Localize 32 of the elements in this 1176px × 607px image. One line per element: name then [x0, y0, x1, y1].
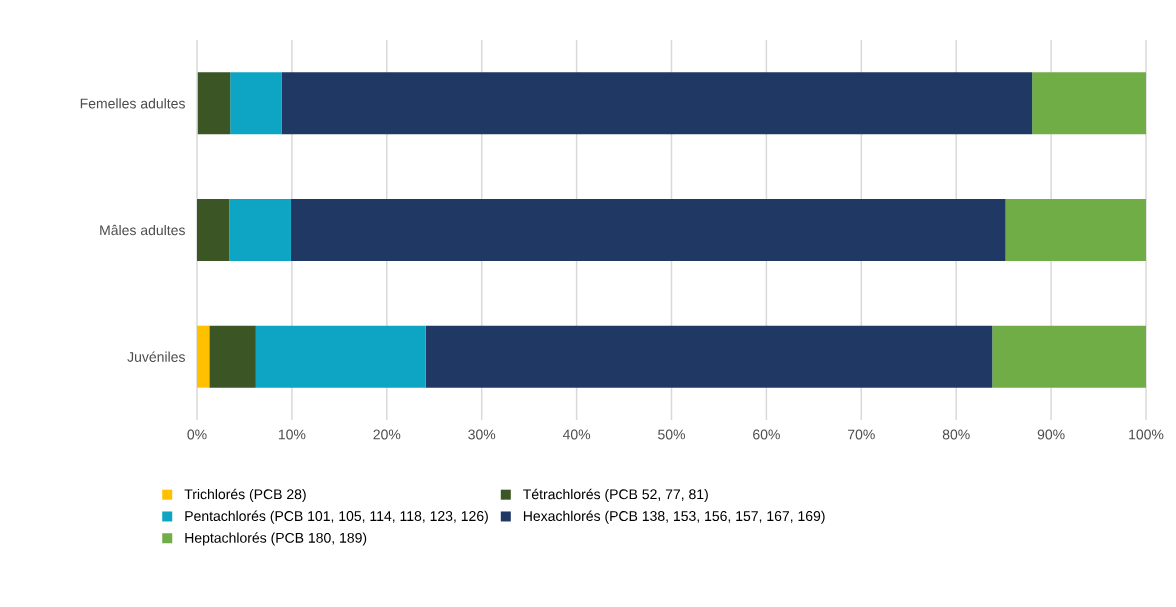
- x-tick-label: 30%: [468, 429, 496, 440]
- x-tick-label: 0%: [187, 429, 207, 440]
- x-tick-label: 50%: [658, 429, 686, 440]
- y-tick-label: Femelles adultes: [80, 98, 185, 109]
- x-tick-label: 10%: [278, 429, 306, 440]
- x-tick-label: 80%: [942, 429, 970, 440]
- bar: [255, 325, 426, 388]
- bar: [197, 72, 231, 135]
- x-tick-label: 70%: [848, 429, 875, 440]
- bar: [1005, 199, 1147, 261]
- x-tick-label: 90%: [1037, 429, 1065, 440]
- legend-label: Tétrachlorés (PCB 52, 77, 81): [523, 488, 708, 502]
- bar: [197, 199, 230, 261]
- bar: [281, 72, 1033, 135]
- bar: [197, 325, 210, 388]
- bar: [1032, 72, 1147, 135]
- legend-label: Hexachlorés (PCB 138, 153, 156, 157, 167, 169): [523, 510, 825, 524]
- legend-label: Heptachlorés (PCB 180, 189): [185, 532, 367, 546]
- y-tick-label: Juvéniles: [127, 351, 185, 362]
- legend-label: Trichlorés (PCB 28): [184, 488, 306, 502]
- bar: [290, 199, 1006, 261]
- bar: [209, 325, 256, 388]
- bar: [992, 325, 1147, 388]
- y-tick-label: Mâles adultes: [100, 224, 185, 236]
- bar: [229, 199, 291, 261]
- x-tick-label: 100%: [1129, 429, 1164, 440]
- x-tick-label: 60%: [753, 429, 780, 440]
- bar: [230, 72, 282, 135]
- x-tick-label: 40%: [562, 429, 591, 440]
- x-tick-label: 20%: [373, 429, 401, 440]
- bar: [425, 325, 993, 388]
- legend-label: Pentachlorés (PCB 101, 105, 114, 118, 123, 126): [185, 510, 488, 524]
